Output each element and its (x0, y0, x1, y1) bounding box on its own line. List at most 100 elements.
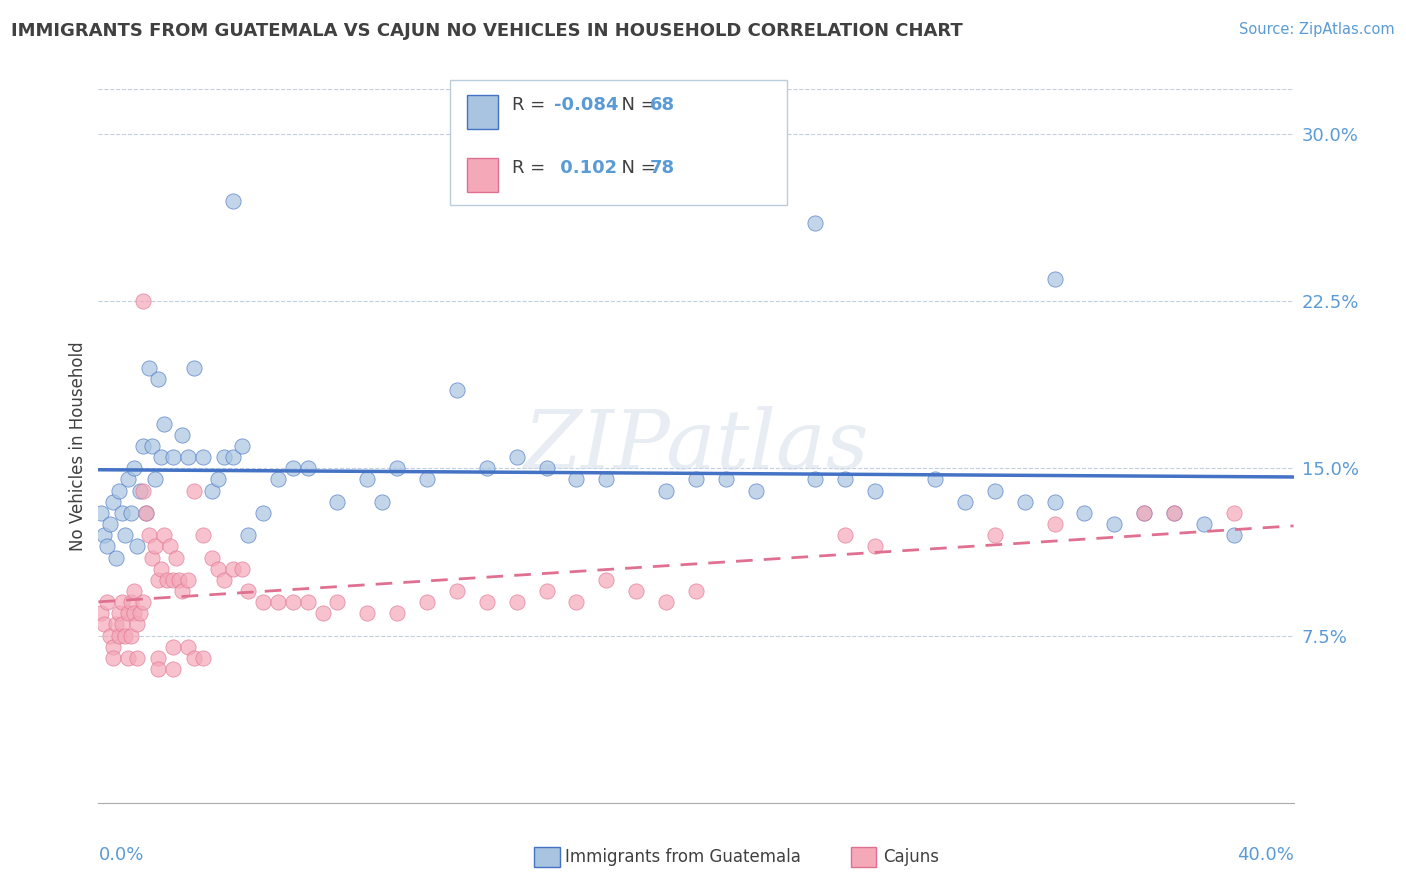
Point (148, 372, 170, 386)
Point (90, 506, 112, 520)
Point (108, 628, 131, 642)
Point (114, 528, 136, 542)
Text: Source: ZipAtlas.com: Source: ZipAtlas.com (1239, 22, 1395, 37)
Point (124, 607, 146, 621)
Point (222, 562, 245, 576)
Point (212, 573, 235, 587)
Text: N =: N = (610, 96, 662, 114)
Point (267, 473, 290, 487)
Point (138, 360, 160, 375)
Point (231, 439, 253, 453)
Point (143, 539, 166, 553)
Text: -0.084: -0.084 (554, 96, 619, 114)
Point (984, 528, 1007, 542)
Point (159, 539, 181, 553)
Point (148, 573, 170, 587)
Text: 0.0%: 0.0% (98, 846, 143, 863)
Point (150, 562, 173, 576)
Point (536, 461, 558, 475)
Point (148, 651, 170, 665)
Point (222, 194, 245, 208)
Point (103, 640, 125, 654)
Point (98, 628, 122, 642)
Point (98, 516, 122, 531)
Point (177, 573, 200, 587)
Point (297, 595, 319, 609)
Point (117, 473, 139, 487)
Text: 68: 68 (650, 96, 675, 114)
Point (252, 595, 274, 609)
Point (124, 461, 146, 475)
Point (1043, 494, 1066, 508)
Point (385, 607, 409, 621)
Point (212, 450, 235, 464)
Point (595, 573, 617, 587)
Text: 40.0%: 40.0% (1237, 846, 1294, 863)
Point (162, 573, 184, 587)
Point (162, 450, 184, 464)
Point (655, 595, 678, 609)
Point (865, 483, 887, 498)
Point (191, 450, 214, 464)
Point (165, 550, 187, 565)
Point (111, 617, 134, 632)
Point (167, 573, 190, 587)
Point (103, 651, 125, 665)
Point (132, 439, 155, 453)
Point (385, 461, 409, 475)
Point (114, 628, 136, 642)
Point (475, 461, 498, 475)
Point (1133, 506, 1156, 520)
Point (236, 583, 259, 598)
Point (953, 494, 976, 508)
Text: R =: R = (512, 96, 551, 114)
Point (129, 483, 152, 498)
Text: Cajuns: Cajuns (883, 848, 939, 866)
Point (93, 617, 115, 632)
Point (141, 550, 163, 565)
Point (236, 528, 259, 542)
Point (1223, 506, 1246, 520)
Point (105, 550, 128, 565)
Point (311, 607, 333, 621)
Point (135, 506, 157, 520)
Point (108, 607, 131, 621)
Point (183, 483, 205, 498)
Point (96, 539, 118, 553)
Point (124, 583, 146, 598)
Point (222, 450, 245, 464)
Point (117, 651, 139, 665)
Point (111, 506, 134, 520)
Point (281, 595, 304, 609)
Text: N =: N = (610, 159, 662, 177)
Point (714, 473, 737, 487)
Point (93, 528, 115, 542)
Point (655, 483, 678, 498)
Point (96, 595, 118, 609)
Point (536, 583, 558, 598)
Point (231, 562, 253, 576)
Point (162, 662, 184, 676)
Point (1073, 506, 1095, 520)
Point (565, 595, 588, 609)
Point (745, 483, 768, 498)
Point (135, 506, 157, 520)
Point (506, 595, 529, 609)
Point (201, 483, 224, 498)
Point (356, 607, 378, 621)
Point (117, 607, 139, 621)
Point (207, 562, 229, 576)
Point (153, 528, 176, 542)
Point (1163, 506, 1185, 520)
Point (129, 607, 152, 621)
Point (267, 595, 290, 609)
Point (132, 293, 155, 308)
Point (506, 450, 529, 464)
Point (1043, 516, 1066, 531)
Point (141, 439, 163, 453)
Point (153, 417, 176, 431)
Point (162, 640, 184, 654)
Point (127, 651, 149, 665)
Point (148, 662, 170, 676)
Point (1043, 271, 1066, 285)
